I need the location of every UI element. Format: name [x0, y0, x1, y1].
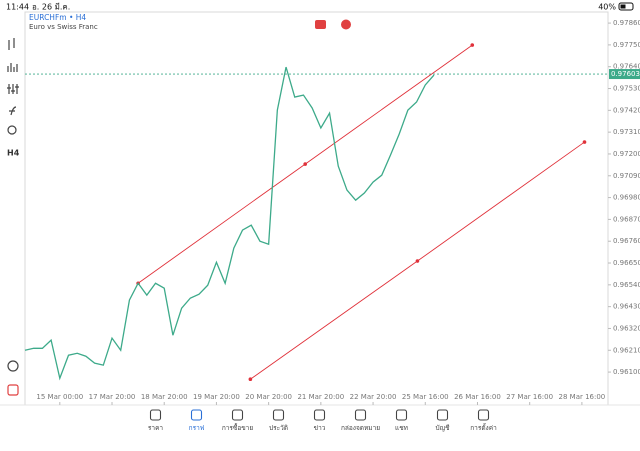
flag-icon[interactable] [341, 19, 351, 30]
settings-tool[interactable] [7, 84, 19, 94]
price-line [24, 66, 435, 381]
current-price-box [609, 69, 640, 80]
battery-icon [618, 2, 634, 11]
y-tick-label: 0.97640 [613, 63, 640, 71]
tab-icon[interactable] [354, 409, 367, 421]
x-tick-label: 28 Mar 16:00 [559, 393, 606, 401]
trade-tool[interactable] [7, 384, 19, 396]
current-price-label: 0.97603 [611, 70, 640, 78]
y-tick-label: 0.96760 [613, 237, 640, 245]
y-tick-label: 0.97310 [613, 128, 640, 136]
status-battery: 40% [598, 3, 616, 12]
flag-icon[interactable] [315, 20, 326, 29]
y-tick-label: 0.97200 [613, 150, 640, 158]
tab-label[interactable]: ราคา [148, 424, 163, 432]
y-tick-label: 0.97860 [613, 19, 640, 27]
y-tick-label: 0.96650 [613, 259, 640, 267]
tab-label[interactable]: บัญชี [435, 424, 450, 432]
x-tick-label: 26 Mar 16:00 [454, 393, 501, 401]
left-toolbar [7, 38, 19, 396]
tab-label[interactable]: การซื้อขาย [222, 423, 253, 432]
tab-label[interactable]: ประวัติ [269, 424, 288, 432]
status-time: 11:44 [6, 3, 29, 12]
trendline-anchor[interactable] [415, 259, 420, 263]
status-date: อ. 26 มี.ค. [32, 3, 70, 12]
x-tick-label: 20 Mar 20:00 [245, 393, 292, 401]
x-tick-label: 25 Mar 16:00 [402, 393, 449, 401]
trendline-anchor[interactable] [248, 377, 253, 382]
y-tick-label: 0.97530 [613, 85, 640, 93]
battery-level [620, 4, 626, 9]
tab-icon[interactable] [149, 409, 162, 421]
trendline-anchor[interactable] [303, 162, 307, 166]
tab-icon[interactable] [190, 409, 203, 421]
oneclick-tool[interactable] [7, 360, 19, 372]
tab-label[interactable]: แชท [395, 424, 408, 432]
x-tick-label: 18 Mar 20:00 [141, 393, 188, 401]
tab-label[interactable]: ข่าว [314, 424, 326, 432]
x-tick-label: 27 Mar 16:00 [506, 393, 553, 401]
tab-label[interactable]: กล่องจดหมาย [341, 424, 380, 432]
objects-tool[interactable] [7, 125, 17, 135]
y-tick-label: 0.97750 [613, 41, 640, 49]
tab-icon[interactable] [313, 409, 326, 421]
timeframe-button[interactable]: H4 [7, 149, 20, 158]
y-tick-label: 0.96870 [613, 215, 640, 223]
tab-icon[interactable] [231, 409, 244, 421]
symbol-title: EURCHFm • H4 [29, 13, 86, 22]
tab-label[interactable]: กราฟ [189, 424, 205, 432]
tab-icon[interactable] [477, 409, 490, 421]
y-tick-label: 0.96320 [613, 324, 640, 332]
y-tick-label: 0.96430 [613, 303, 640, 311]
x-tick-label: 22 Mar 20:00 [350, 393, 397, 401]
y-tick-label: 0.96980 [613, 194, 640, 202]
trendline-anchor[interactable] [470, 43, 475, 47]
y-tick-label: 0.96540 [613, 281, 640, 289]
function-tool[interactable] [9, 106, 17, 116]
x-tick-label: 21 Mar 20:00 [297, 393, 344, 401]
tab-label[interactable]: การตั้งค่า [470, 423, 497, 432]
indicator-tool[interactable] [7, 63, 18, 72]
x-tick-label: 19 Mar 20:00 [193, 393, 240, 401]
symbol-description: Euro vs Swiss Franc [29, 23, 98, 31]
y-tick-label: 0.96100 [613, 368, 640, 376]
trendline-anchor[interactable] [582, 140, 587, 144]
tab-icon[interactable] [436, 409, 449, 421]
candles-tool[interactable] [8, 38, 15, 50]
y-tick-label: 0.97420 [613, 106, 640, 114]
y-tick-label: 0.97090 [613, 172, 640, 180]
tab-icon[interactable] [272, 409, 285, 421]
x-tick-label: 17 Mar 20:00 [89, 393, 136, 401]
tab-icon[interactable] [395, 409, 408, 421]
x-tick-label: 15 Mar 00:00 [36, 393, 83, 401]
y-tick-label: 0.96210 [613, 346, 640, 354]
